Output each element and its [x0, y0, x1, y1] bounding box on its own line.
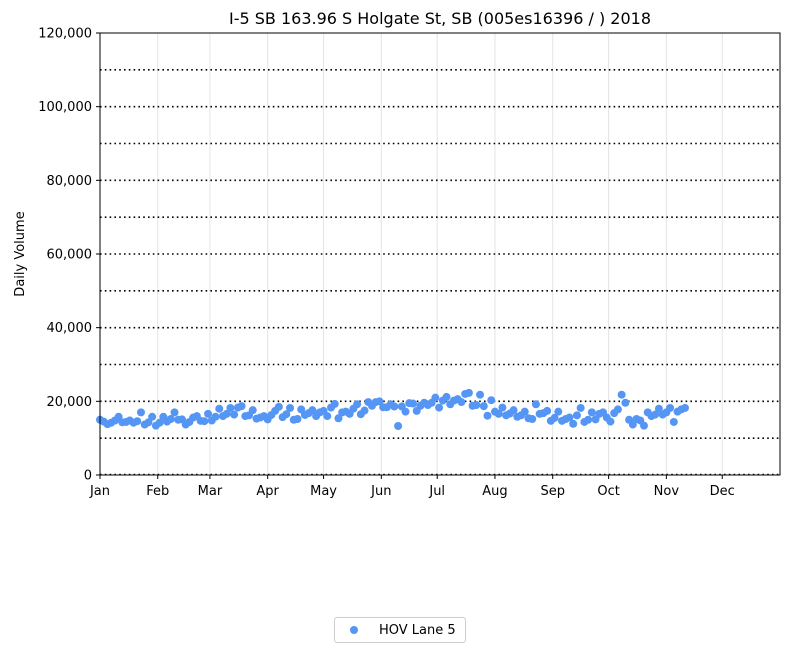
data-point — [293, 415, 302, 424]
y-tick-label: 20,000 — [47, 395, 93, 410]
y-tick-label: 60,000 — [47, 248, 93, 263]
data-point — [211, 412, 220, 421]
data-point — [401, 407, 410, 416]
data-point — [569, 419, 578, 428]
data-point — [330, 399, 339, 408]
data-point — [435, 403, 444, 412]
data-point — [136, 408, 145, 417]
data-point — [394, 422, 403, 431]
data-point — [353, 400, 362, 409]
data-point — [200, 417, 209, 426]
data-point — [431, 393, 440, 402]
legend-label-hov-lane-5: HOV Lane 5 — [379, 622, 456, 638]
data-point — [170, 408, 179, 417]
y-tick-label: 120,000 — [38, 27, 92, 42]
data-point — [606, 417, 615, 426]
data-point — [442, 392, 451, 401]
data-point — [554, 407, 563, 416]
data-point — [509, 406, 518, 415]
legend-marker-hov-lane-5 — [350, 626, 358, 634]
data-point — [621, 398, 630, 407]
data-point — [584, 415, 593, 424]
data-point — [390, 402, 399, 411]
data-point — [155, 418, 164, 427]
x-tick-label-mar: Mar — [198, 484, 223, 499]
x-tick-label-aug: Aug — [482, 484, 507, 499]
y-axis-label: Daily Volume — [13, 211, 28, 296]
data-point — [457, 398, 466, 407]
x-tick-label-jan: Jan — [89, 484, 110, 499]
y-tick-label: 0 — [84, 469, 92, 484]
data-point — [666, 403, 675, 412]
data-point — [528, 415, 537, 424]
x-tick-label-dec: Dec — [710, 484, 735, 499]
data-point — [166, 415, 175, 424]
y-tick-label: 80,000 — [47, 174, 93, 189]
data-point — [680, 403, 689, 412]
axes-layer: 0 20,000 40,000 60,000 80,000 100,000 120,000 J… — [38, 27, 735, 500]
data-point — [572, 411, 581, 420]
data-point — [487, 396, 496, 405]
data-point — [654, 404, 663, 413]
x-tick-label-nov: Nov — [654, 484, 680, 499]
data-point — [531, 400, 540, 409]
x-tick-label-may: May — [310, 484, 337, 499]
data-point — [308, 406, 317, 415]
data-point — [148, 412, 157, 421]
chart-title: I-5 SB 163.96 S Holgate St, SB (005es163… — [229, 9, 651, 28]
x-tick-label-oct: Oct — [597, 484, 619, 499]
data-point — [230, 410, 239, 419]
data-point — [617, 390, 626, 399]
data-point — [204, 409, 213, 418]
x-tick-label-apr: Apr — [256, 484, 279, 499]
data-point — [640, 421, 648, 430]
data-point — [323, 412, 332, 421]
data-point — [375, 397, 384, 406]
legend: HOV Lane 5 — [334, 617, 466, 643]
data-point — [479, 402, 488, 411]
data-point — [222, 409, 231, 418]
data-point — [543, 406, 552, 415]
data-point — [237, 402, 246, 411]
data-point — [520, 407, 529, 416]
data-point — [494, 409, 503, 418]
data-point — [226, 403, 235, 412]
x-tick-label-jun: Jun — [370, 484, 391, 499]
data-point — [282, 410, 291, 419]
data-point — [587, 408, 596, 417]
data-point — [133, 417, 142, 426]
y-tick-label: 40,000 — [47, 321, 93, 336]
data-point — [498, 403, 507, 412]
data-point — [576, 403, 585, 412]
data-point — [286, 403, 295, 412]
data-point — [472, 401, 481, 410]
data-point — [483, 411, 492, 420]
data-point — [274, 402, 283, 411]
data-point — [248, 406, 257, 415]
x-tick-label-jul: Jul — [428, 484, 445, 499]
data-point — [550, 413, 559, 422]
data-point — [408, 399, 417, 408]
data-point — [360, 406, 369, 415]
data-point — [613, 405, 622, 414]
data-point — [334, 414, 343, 423]
x-tick-label-feb: Feb — [146, 484, 169, 499]
data-point — [215, 404, 224, 413]
y-tick-label: 100,000 — [38, 100, 92, 115]
data-point — [565, 413, 574, 422]
data-point — [669, 417, 678, 426]
x-tick-label-sep: Sep — [540, 484, 565, 499]
points-layer — [96, 388, 689, 431]
data-point — [464, 388, 473, 397]
data-point — [476, 390, 485, 399]
data-point — [651, 410, 660, 419]
